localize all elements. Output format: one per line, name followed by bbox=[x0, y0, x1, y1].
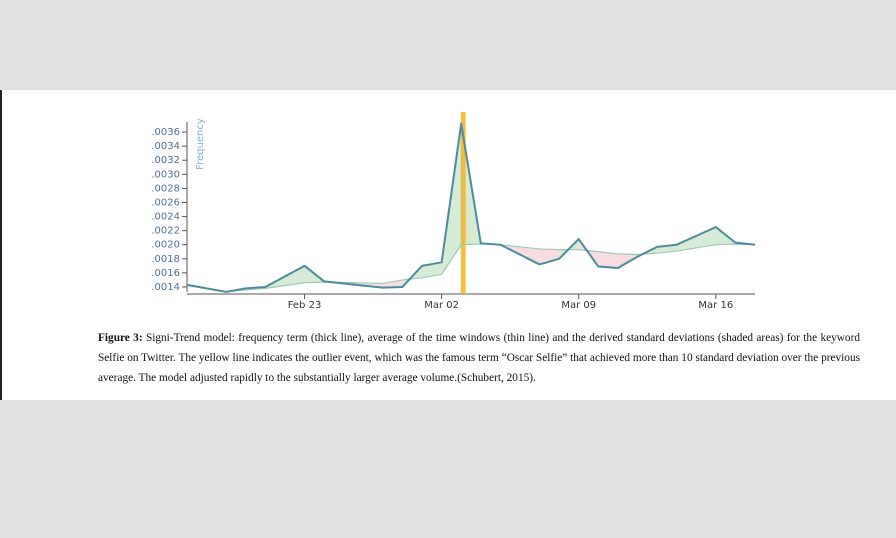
y-tick-label: .0020 bbox=[151, 240, 180, 251]
y-tick-label: .0018 bbox=[151, 254, 180, 265]
deviation-area bbox=[676, 227, 716, 252]
frequency-line bbox=[186, 122, 756, 293]
y-tick-label: .0016 bbox=[151, 268, 180, 279]
y-tick-label: .0030 bbox=[151, 169, 180, 180]
y-tick-label: .0026 bbox=[151, 197, 180, 208]
y-tick-label: .0024 bbox=[151, 212, 180, 223]
deviation-area bbox=[598, 251, 618, 268]
deviation-area bbox=[539, 248, 560, 265]
x-tick-label: Mar 09 bbox=[561, 300, 596, 311]
y-tick-label: .0014 bbox=[151, 282, 180, 293]
caption-text: Signi-Trend model: frequency term (thick… bbox=[98, 332, 860, 384]
y-tick-label: .0022 bbox=[151, 226, 180, 237]
deviation-area bbox=[422, 262, 442, 278]
x-tick-label: Mar 16 bbox=[698, 300, 733, 311]
y-tick-label: .0036 bbox=[151, 127, 180, 138]
y-tick-label: .0028 bbox=[151, 183, 180, 194]
deviation-area bbox=[382, 279, 403, 288]
x-tick-label: Mar 02 bbox=[424, 300, 459, 311]
y-axis-label: Frequency bbox=[195, 118, 206, 170]
x-tick-label: Feb 23 bbox=[288, 300, 322, 311]
caption: Figure 3: Signi-Trend model: frequency t… bbox=[98, 328, 860, 388]
caption-label: Figure 3: bbox=[98, 332, 143, 344]
y-tick-label: .0032 bbox=[151, 155, 180, 166]
page-edge bbox=[0, 90, 2, 400]
y-tick-label: .0034 bbox=[151, 141, 180, 152]
